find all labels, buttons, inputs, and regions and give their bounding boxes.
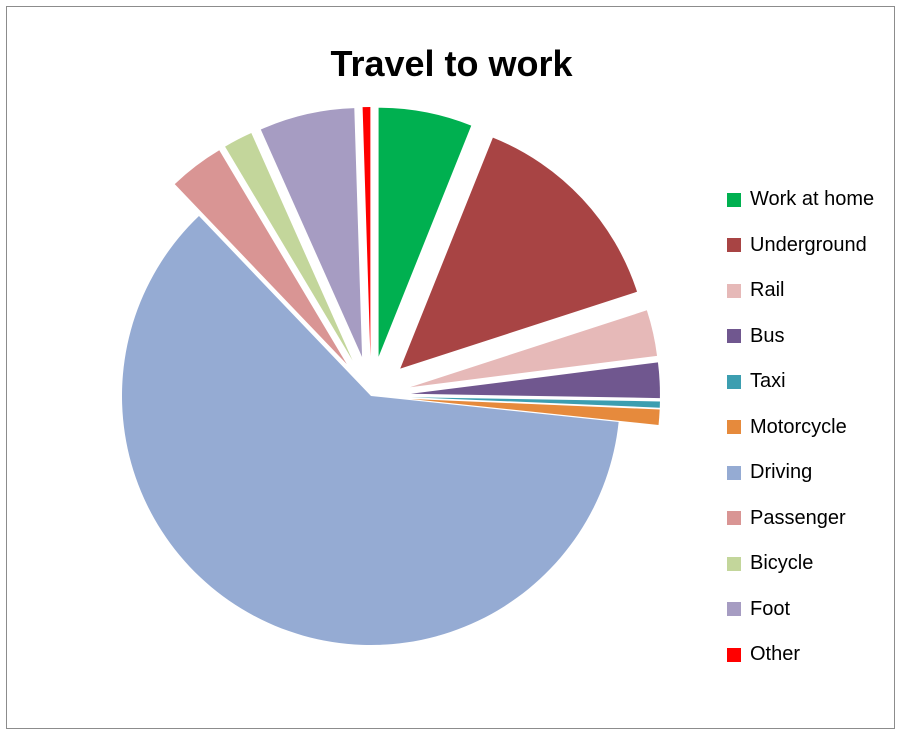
legend-item: Driving [727, 450, 874, 496]
legend-swatch [727, 238, 741, 253]
legend-item: Foot [727, 587, 874, 633]
legend-swatch [727, 511, 741, 526]
legend-item: Passenger [727, 496, 874, 542]
legend-label: Taxi [750, 370, 786, 393]
legend-item: Other [727, 632, 874, 678]
chart-title: Travel to work [330, 43, 573, 84]
legend-item: Underground [727, 223, 874, 269]
pie-slice-rail [410, 310, 658, 388]
pie-slice-bicycle [225, 133, 353, 361]
pie-slice-foot [260, 108, 363, 358]
pie-slice-driving [122, 215, 619, 646]
legend-swatch [727, 556, 741, 571]
legend-item: Bicycle [727, 541, 874, 587]
legend-label: Bus [750, 324, 785, 347]
pie-slice-bus [410, 362, 660, 399]
legend-label: Motorcycle [750, 415, 847, 438]
pie-slice-passenger [174, 150, 347, 365]
legend-item: Bus [727, 314, 874, 360]
legend-label: Bicycle [750, 552, 814, 575]
legend-item: Motorcycle [727, 405, 874, 451]
legend-label: Passenger [750, 506, 846, 529]
legend-label: Foot [750, 597, 791, 620]
legend-swatch [727, 283, 741, 298]
legend-swatch [727, 465, 741, 480]
legend-swatch [727, 329, 741, 344]
legend-swatch [727, 647, 741, 662]
legend-swatch [727, 420, 741, 435]
pie-slice-taxi [410, 397, 660, 408]
legend-item: Work at home [727, 177, 874, 223]
pie-slice-work-at-home [378, 107, 472, 357]
pie-slice-other [362, 107, 371, 356]
legend-item: Taxi [727, 359, 874, 405]
legend-label: Driving [750, 461, 813, 484]
pie-chart [122, 107, 660, 646]
pie-slice-motorcycle [410, 398, 660, 425]
pie-slice-underground [400, 137, 638, 369]
legend-label: Other [750, 643, 801, 666]
legend-label: Underground [750, 233, 867, 256]
legend-swatch [727, 602, 741, 617]
legend-swatch [727, 192, 741, 207]
legend-label: Rail [750, 279, 785, 302]
legend-item: Rail [727, 268, 874, 314]
legend-label: Work at home [750, 188, 875, 211]
legend-swatch [727, 374, 741, 389]
chart-legend: Work at home Underground Rail Bus Taxi Motorc… [727, 177, 874, 678]
chart-area: Travel to work Work at home Underground Ra… [6, 6, 895, 729]
